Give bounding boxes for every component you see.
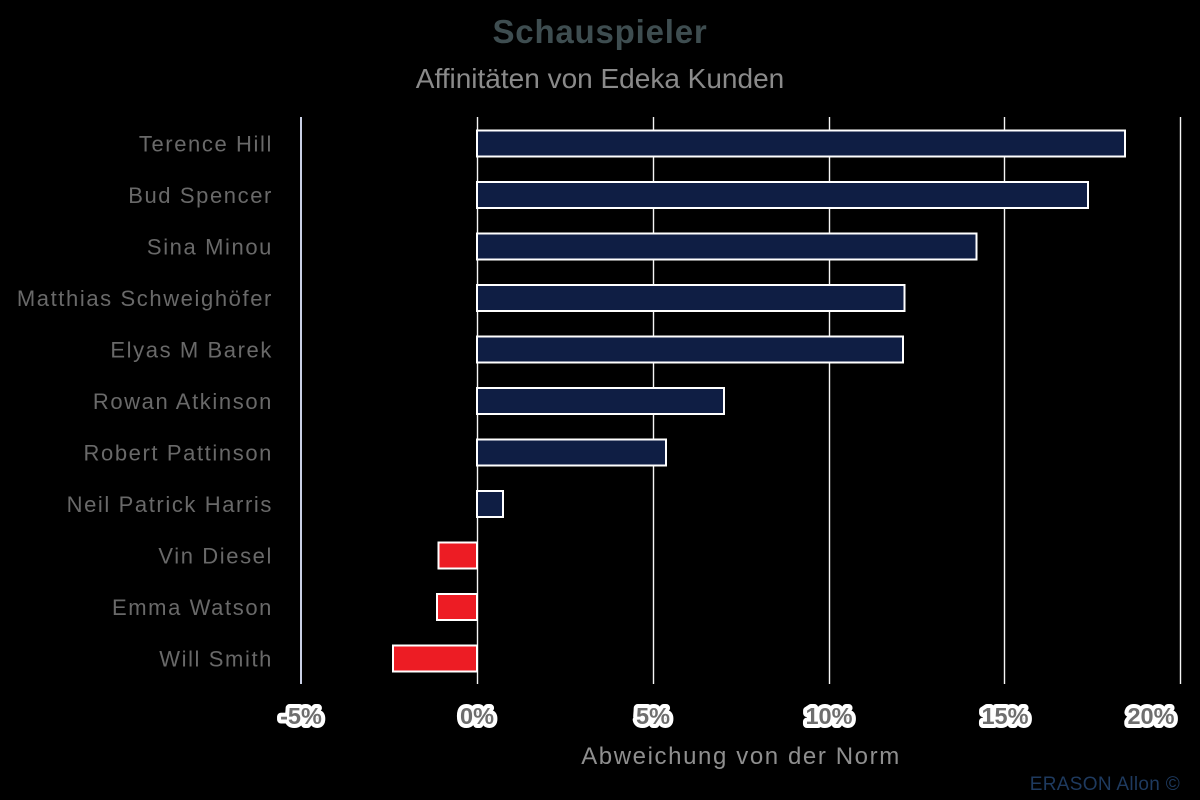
- svg-text:Terence Hill: Terence Hill: [139, 132, 273, 157]
- svg-text:Neil Patrick Harris: Neil Patrick Harris: [67, 492, 273, 517]
- svg-text:-5%: -5%: [280, 703, 322, 729]
- svg-text:Bud Spencer: Bud Spencer: [128, 183, 273, 208]
- svg-text:Affinitäten von Edeka Kunden: Affinitäten von Edeka Kunden: [416, 63, 784, 94]
- svg-text:10%: 10%: [805, 703, 852, 729]
- svg-text:ERASON Allon ©: ERASON Allon ©: [1030, 774, 1180, 795]
- svg-text:Rowan Atkinson: Rowan Atkinson: [93, 389, 273, 414]
- svg-text:5%: 5%: [636, 703, 670, 729]
- svg-text:Elyas M Barek: Elyas M Barek: [110, 338, 273, 363]
- svg-text:Robert Pattinson: Robert Pattinson: [84, 441, 273, 466]
- svg-text:Vin Diesel: Vin Diesel: [158, 544, 273, 569]
- svg-text:0%: 0%: [460, 703, 494, 729]
- svg-text:Matthias Schweighöfer: Matthias Schweighöfer: [17, 286, 273, 311]
- svg-text:15%: 15%: [981, 703, 1028, 729]
- svg-text:Emma Watson: Emma Watson: [112, 595, 273, 620]
- svg-text:Sina Minou: Sina Minou: [147, 235, 273, 260]
- svg-text:Will Smith: Will Smith: [159, 647, 273, 672]
- svg-text:Abweichung von der Norm: Abweichung von der Norm: [581, 743, 901, 770]
- svg-text:Schauspieler: Schauspieler: [492, 13, 707, 50]
- svg-text:20%: 20%: [1127, 703, 1174, 729]
